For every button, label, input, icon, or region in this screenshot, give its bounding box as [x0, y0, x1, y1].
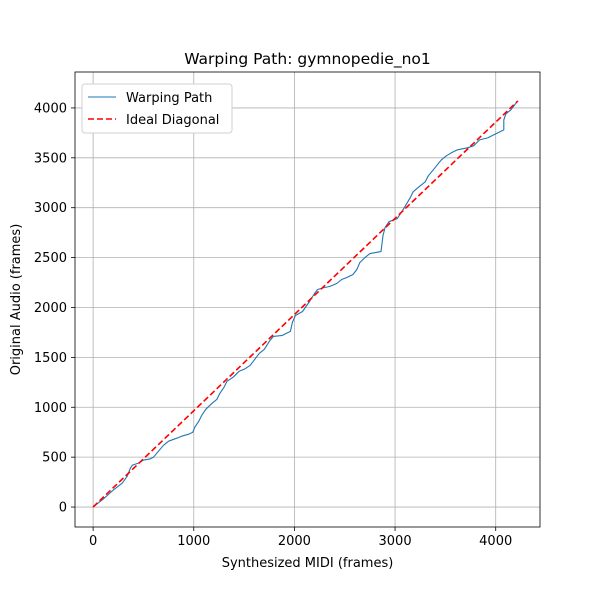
series-layer: [92, 100, 519, 508]
grid-lines: [75, 72, 540, 527]
axis-ticks: 0 1000 2000 3000 4000 0 500 1000 1500 2000 2500 300…: [34, 101, 512, 549]
legend: Warping Path Ideal Diagonal: [81, 83, 233, 134]
x-tick-label: 3000: [379, 534, 412, 549]
chart-title: Warping Path: gymnopedie_no1: [184, 50, 431, 69]
x-tick-label: 0: [89, 534, 97, 549]
legend-label-ideal-diagonal: Ideal Diagonal: [126, 113, 219, 128]
plot-frame: [74, 71, 541, 528]
y-tick-label: 3500: [34, 151, 67, 166]
series-line-warping-path: [92, 101, 518, 508]
legend-label-warping-path: Warping Path: [126, 91, 212, 106]
y-tick-label: 3000: [34, 201, 67, 216]
plot-area-background: [75, 72, 540, 527]
x-tick-label: 2000: [278, 534, 311, 549]
series-line-ideal-diagonal: [92, 100, 519, 508]
y-tick-label: 2500: [34, 251, 67, 266]
y-tick-label: 0: [59, 501, 67, 516]
x-tick-label: 4000: [479, 534, 512, 549]
y-tick-label: 4000: [34, 101, 67, 116]
y-tick-label: 500: [42, 451, 67, 466]
x-axis-label: Synthesized MIDI (frames): [222, 556, 394, 571]
y-tick-label: 1500: [34, 351, 67, 366]
y-axis-label: Original Audio (frames): [9, 224, 24, 376]
x-tick-label: 1000: [177, 534, 210, 549]
y-tick-label: 2000: [34, 301, 67, 316]
legend-box: [81, 83, 233, 134]
y-tick-label: 1000: [34, 401, 67, 416]
